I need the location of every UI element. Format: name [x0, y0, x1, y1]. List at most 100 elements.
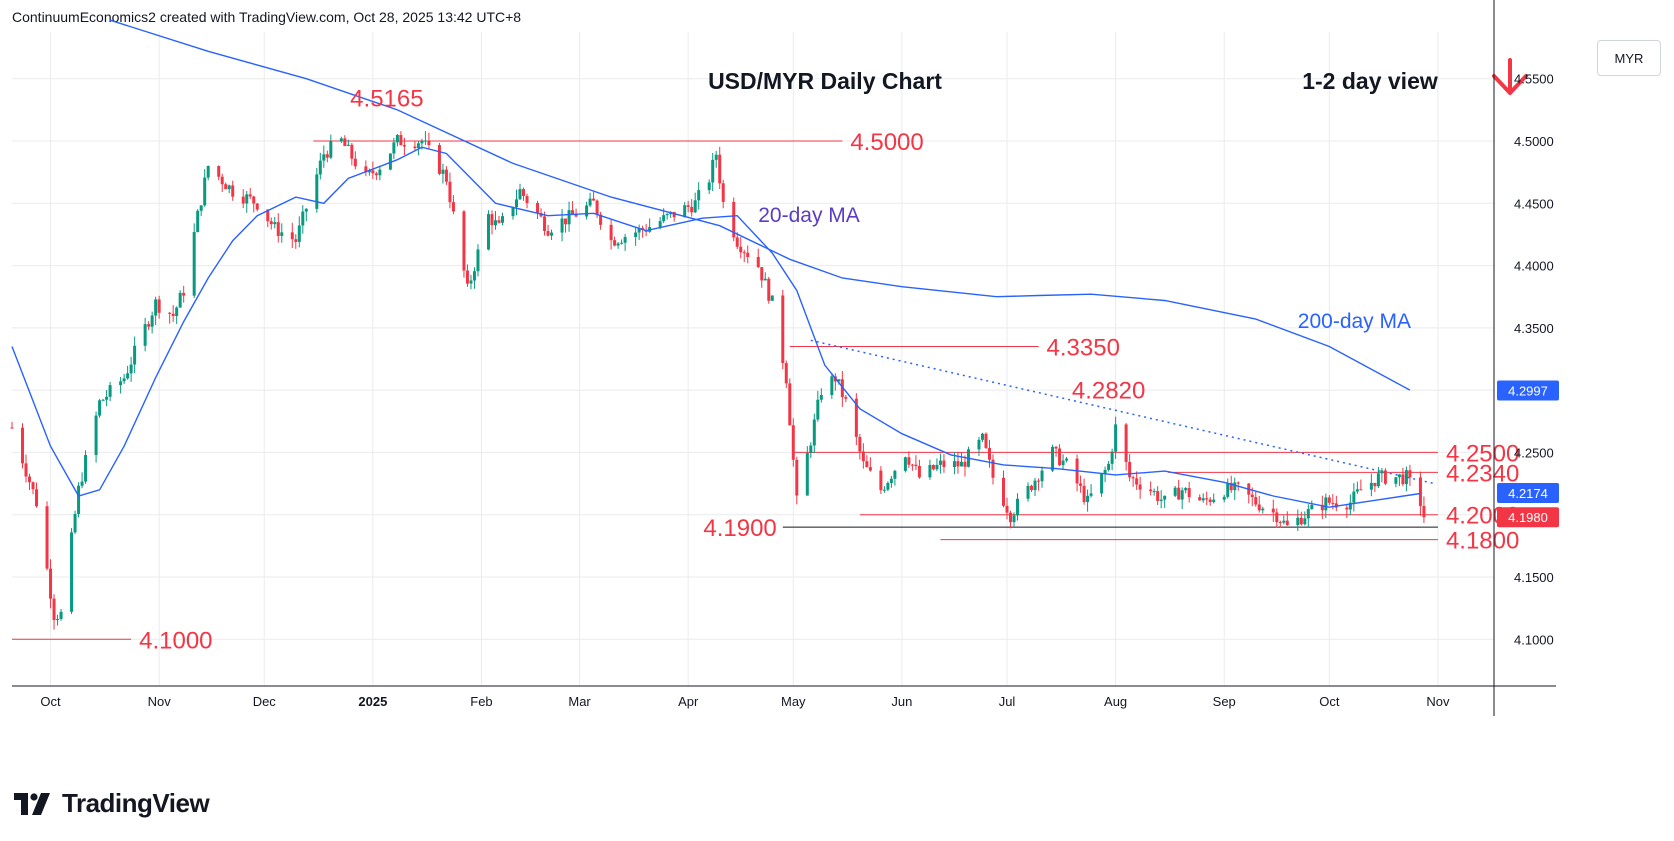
candle-body: [574, 214, 578, 217]
candle-body: [171, 313, 175, 317]
candle-up: [105, 390, 109, 407]
candle-down: [1278, 520, 1282, 528]
candle-body: [427, 140, 431, 146]
candle-down: [21, 423, 25, 469]
candle-down: [690, 199, 694, 217]
candle-up: [1310, 500, 1314, 510]
candle-up: [346, 139, 350, 147]
candle-body: [168, 312, 172, 314]
ma200-label: 200-day MA: [1298, 310, 1411, 333]
price-badge-ma20: 4.2174: [1497, 483, 1559, 504]
candle-body: [248, 194, 252, 197]
candle-up: [1352, 483, 1356, 512]
candle-body: [129, 364, 133, 374]
candle-body: [266, 209, 270, 222]
candle-body: [1198, 497, 1202, 501]
candle-up: [809, 442, 813, 459]
candle-body: [252, 196, 256, 204]
candle-body: [903, 457, 907, 471]
candle-up: [70, 527, 74, 615]
candle-body: [1306, 509, 1310, 519]
candle-body: [399, 135, 403, 146]
candle-up: [550, 229, 554, 240]
x-tick-label: Jul: [999, 694, 1016, 709]
candlesticks: [10, 131, 1426, 630]
candle-up: [938, 453, 942, 474]
candle-down: [10, 421, 14, 429]
candle-down: [399, 131, 403, 146]
candle-down: [522, 187, 526, 201]
tradingview-logo[interactable]: TradingView: [14, 788, 210, 819]
candle-body: [770, 295, 774, 301]
currency-button[interactable]: MYR: [1597, 40, 1661, 76]
candle-down: [217, 165, 221, 181]
x-tick-label: Mar: [568, 694, 591, 709]
candle-body: [1089, 493, 1093, 496]
candle-down: [861, 443, 865, 469]
candle-down: [49, 559, 53, 609]
candle-body: [623, 236, 627, 243]
candle-up: [101, 398, 105, 401]
candle-up: [1086, 489, 1090, 512]
candle-body: [1345, 507, 1349, 510]
candle-up: [816, 390, 820, 422]
candle-body: [522, 189, 526, 197]
candle-body: [616, 243, 620, 246]
candle-up: [585, 201, 589, 220]
candle-body: [686, 205, 690, 207]
candle-body: [416, 143, 420, 149]
y-tick-label: 4.3500: [1514, 321, 1554, 336]
candle-body: [1131, 477, 1135, 479]
candle-down: [536, 200, 540, 219]
candle-down: [1187, 481, 1191, 503]
candle-up: [304, 208, 308, 222]
candle-down: [795, 456, 799, 505]
candle-body: [462, 211, 466, 271]
candle-up: [318, 152, 322, 180]
candle-up: [637, 224, 641, 240]
candle-down: [788, 378, 792, 426]
down-arrow-icon: [1492, 58, 1528, 95]
candle-body: [388, 153, 392, 170]
candle-body: [560, 218, 564, 233]
candle-body: [182, 292, 186, 296]
candle-down: [1128, 454, 1132, 482]
candle-down: [833, 373, 837, 391]
candle-down: [171, 305, 175, 322]
candle-body: [1383, 470, 1387, 484]
candle-up: [280, 223, 284, 243]
candle-down: [1257, 495, 1261, 513]
candle-down: [781, 289, 785, 370]
candle-up: [1012, 512, 1016, 527]
ma200-line: [109, 19, 1411, 391]
candle-up: [329, 134, 333, 160]
candle-down: [1198, 494, 1202, 501]
price-badge-bg: [1497, 483, 1559, 504]
candle-up: [1212, 493, 1216, 504]
candle-body: [791, 425, 795, 460]
candle-down: [462, 210, 466, 278]
candle-up: [84, 450, 88, 484]
candle-down: [1408, 464, 1412, 486]
candle-down: [1149, 481, 1153, 496]
candle-body: [1061, 460, 1065, 466]
candle-body: [192, 232, 196, 296]
brand-name: TradingView: [62, 788, 210, 818]
candle-body: [879, 470, 883, 491]
candle-up: [378, 165, 382, 181]
candle-up: [94, 411, 98, 463]
candle-down: [721, 179, 725, 209]
candle-up: [122, 374, 126, 384]
candle-down: [991, 454, 995, 485]
candle-body: [203, 177, 207, 206]
candle-body: [1250, 494, 1254, 498]
y-tick-label: 4.5500: [1514, 72, 1554, 87]
candle-down: [760, 266, 764, 288]
candle-up: [711, 152, 715, 192]
candle-up: [819, 388, 823, 403]
candle-body: [1422, 505, 1426, 518]
candle-body: [721, 183, 725, 202]
candle-down: [1285, 511, 1289, 526]
candle-body: [637, 228, 641, 233]
